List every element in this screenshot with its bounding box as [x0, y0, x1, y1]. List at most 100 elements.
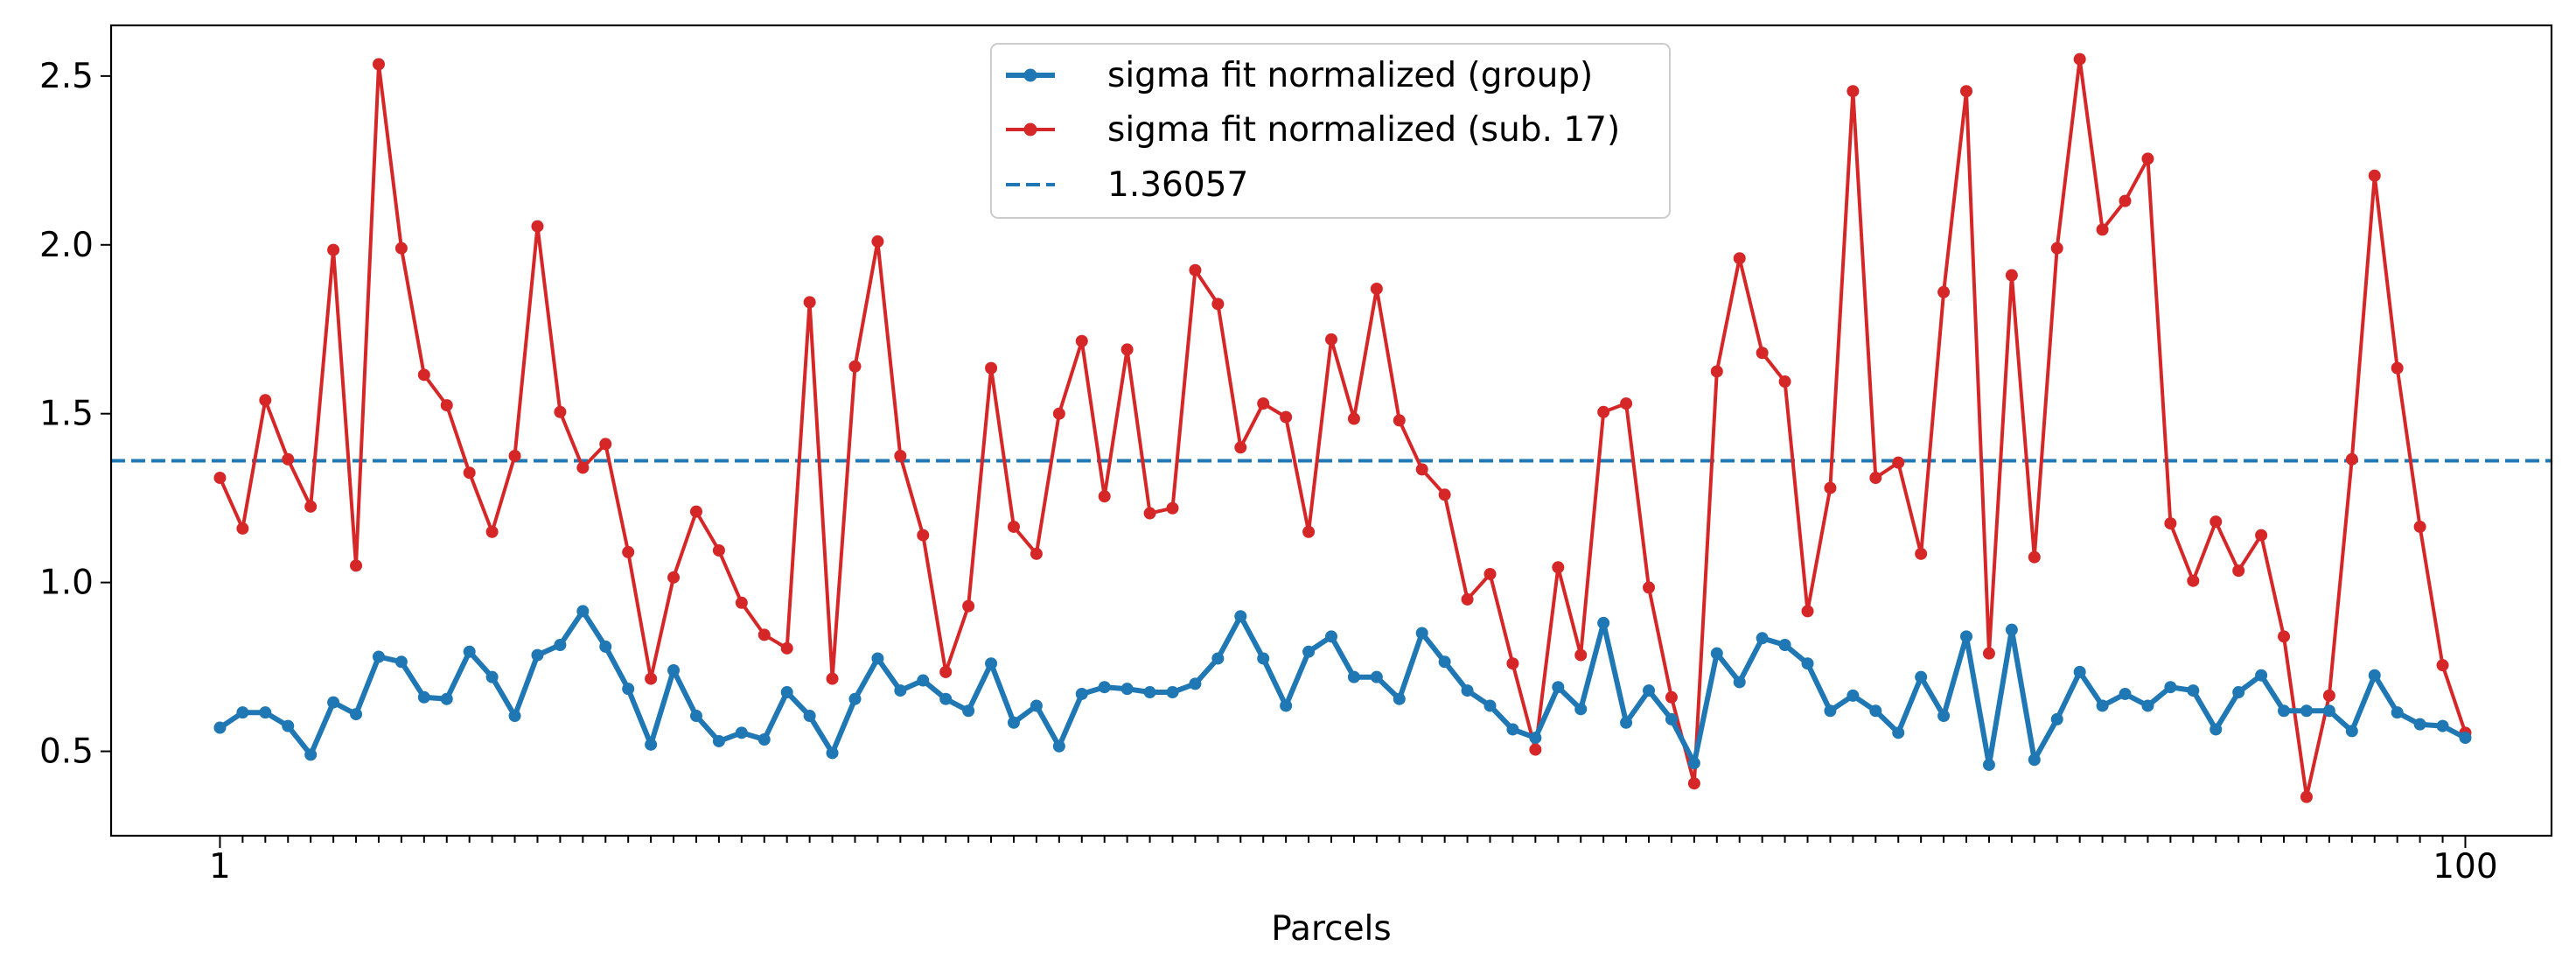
- data-point-subject: [599, 438, 612, 451]
- data-point-group: [2368, 669, 2381, 682]
- data-point-group: [667, 663, 681, 676]
- x-axis-label: Parcels: [1271, 909, 1391, 949]
- data-point-group: [757, 733, 771, 746]
- data-point-group: [2119, 687, 2132, 700]
- data-point-group: [1869, 704, 1882, 718]
- data-point-group: [1643, 684, 1656, 697]
- data-point-subject: [2073, 53, 2086, 66]
- data-point-subject: [2278, 630, 2291, 643]
- data-point-group: [1733, 676, 1746, 689]
- data-point-subject: [1257, 397, 1270, 410]
- data-point-subject: [757, 628, 771, 641]
- data-point-subject: [1869, 472, 1882, 485]
- data-point-subject: [2141, 152, 2154, 165]
- data-point-subject: [917, 529, 930, 542]
- data-point-group: [1075, 687, 1088, 700]
- data-point-group: [1189, 677, 1202, 690]
- data-point-group: [1120, 683, 1134, 696]
- data-point-group: [1143, 686, 1156, 699]
- data-point-subject: [1733, 252, 1746, 265]
- data-point-subject: [2322, 689, 2335, 702]
- data-point-group: [780, 686, 793, 699]
- data-point-group: [2413, 718, 2426, 731]
- data-point-subject: [1098, 490, 1111, 503]
- x-tick-label: 100: [2433, 847, 2497, 886]
- data-point-subject: [1892, 456, 1905, 469]
- data-point-group: [417, 690, 430, 704]
- data-point-group: [1438, 655, 1451, 669]
- data-point-group: [1801, 657, 1814, 670]
- data-point-group: [1710, 647, 1723, 660]
- data-point-group: [871, 652, 884, 665]
- data-point-group: [2459, 732, 2472, 745]
- data-point-subject: [350, 559, 363, 572]
- data-point-subject: [645, 672, 658, 685]
- data-point-group: [1982, 758, 1995, 771]
- data-point-subject: [2119, 194, 2132, 207]
- legend-label-reference: 1.36057: [1107, 165, 1248, 205]
- data-point-group: [712, 734, 725, 747]
- data-point-subject: [1143, 507, 1156, 520]
- data-point-group: [394, 655, 408, 669]
- data-point-group: [1166, 686, 1179, 699]
- data-point-subject: [1302, 525, 1316, 538]
- data-point-group: [282, 719, 295, 732]
- data-point-subject: [1075, 334, 1088, 347]
- data-point-group: [1937, 710, 1951, 723]
- data-point-subject: [1030, 547, 1043, 560]
- y-tick-label: 1.0: [39, 564, 94, 603]
- data-point-subject: [1438, 488, 1451, 501]
- data-point-subject: [962, 599, 975, 613]
- data-point-group: [599, 640, 612, 653]
- data-point-subject: [1687, 777, 1700, 790]
- data-point-subject: [1325, 333, 1337, 346]
- data-point-subject: [735, 596, 748, 609]
- data-point-subject: [2164, 517, 2177, 530]
- data-point-subject: [1756, 347, 1769, 360]
- data-point-group: [2300, 704, 2313, 718]
- data-point-group: [2232, 686, 2245, 699]
- data-point-group: [1824, 704, 1837, 718]
- series-line-subject: [218, 57, 2468, 799]
- data-point-group: [1915, 670, 1928, 683]
- y-tick-label: 2.5: [39, 57, 94, 96]
- data-point-subject: [508, 449, 521, 462]
- data-point-subject: [2005, 269, 2018, 282]
- data-point-group: [2050, 712, 2063, 725]
- data-point-subject: [1347, 412, 1360, 425]
- data-point-subject: [2209, 515, 2223, 529]
- data-point-subject: [2187, 574, 2200, 587]
- data-point-group: [463, 645, 476, 658]
- data-point-group: [917, 674, 930, 687]
- data-point-subject: [1710, 365, 1723, 378]
- data-point-group: [622, 683, 635, 696]
- data-point-group: [2255, 669, 2268, 682]
- y-tick-label: 1.5: [39, 395, 94, 434]
- data-point-subject: [554, 405, 567, 418]
- data-point-group: [259, 706, 272, 719]
- data-point-subject: [2232, 564, 2245, 578]
- data-point-group: [2096, 699, 2109, 712]
- data-point-group: [213, 721, 227, 734]
- data-point-group: [1393, 692, 1406, 705]
- data-point-group: [645, 738, 658, 751]
- data-point-subject: [531, 220, 544, 233]
- series-line-group: [218, 608, 2467, 767]
- data-point-subject: [1052, 407, 1065, 420]
- data-point-group: [2005, 623, 2018, 636]
- data-point-group: [1098, 681, 1111, 694]
- data-point-group: [440, 692, 453, 705]
- data-point-subject: [1370, 282, 1383, 295]
- data-point-subject: [1597, 405, 1610, 418]
- data-point-group: [1597, 616, 1610, 629]
- data-point-group: [1529, 732, 1542, 745]
- data-point-subject: [2391, 361, 2404, 375]
- data-point-group: [1778, 639, 1791, 652]
- data-point-group: [1574, 703, 1588, 716]
- data-point-group: [304, 748, 318, 761]
- data-point-group: [848, 692, 862, 705]
- data-point-subject: [939, 665, 953, 678]
- data-point-subject: [1778, 375, 1791, 389]
- data-point-subject: [1552, 561, 1565, 574]
- data-point-group: [735, 726, 748, 739]
